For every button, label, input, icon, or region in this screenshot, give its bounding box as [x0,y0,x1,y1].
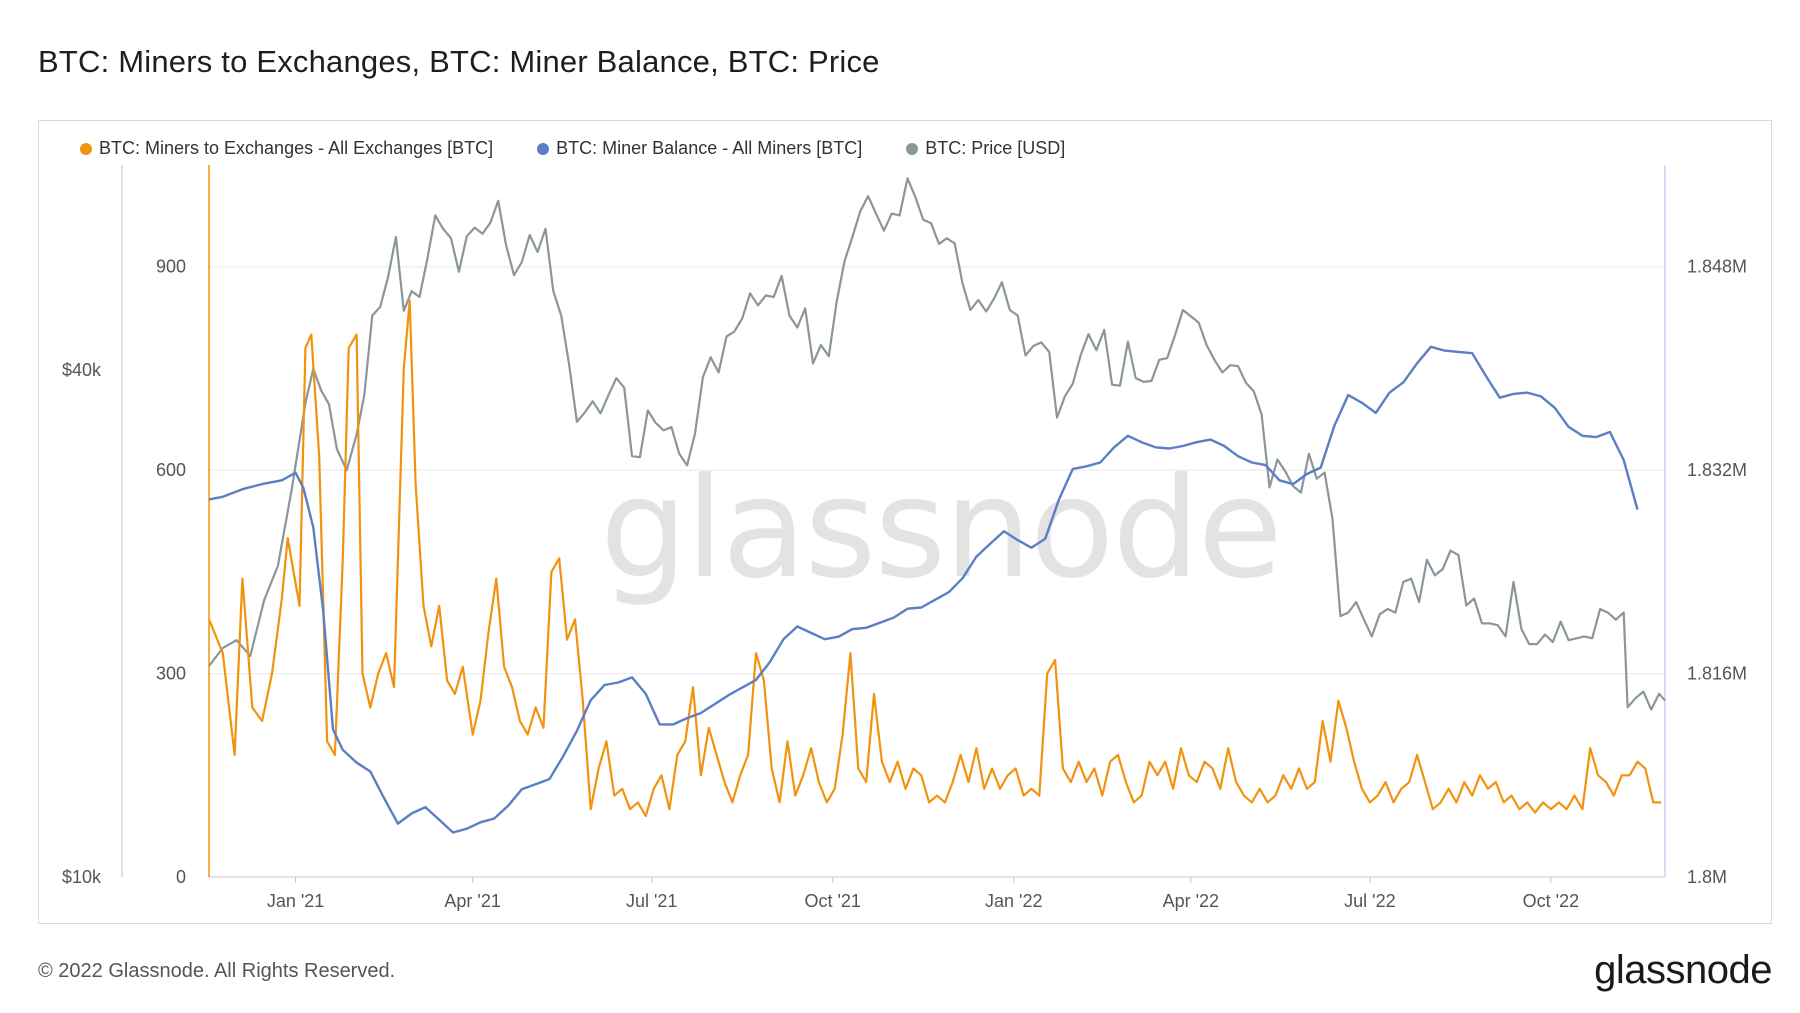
legend-dot-price [906,142,919,155]
glassnode-logo[interactable]: glassnode [1594,948,1772,992]
y-right-tick-label-2: 1.832M [1687,460,1747,480]
y-left-tick-label-1: 300 [156,664,186,684]
legend-item-exchanges[interactable]: BTC: Miners to Exchanges - All Exchanges… [80,138,493,159]
axis-layer [121,165,1666,883]
y-right-tick-label-3: 1.848M [1687,257,1747,277]
legend-label-balance: BTC: Miner Balance - All Miners [BTC] [556,138,863,158]
y-left-tick-label-3: 900 [156,257,186,277]
legend-label-exchanges: BTC: Miners to Exchanges - All Exchanges… [99,138,494,158]
x-tick-label-4: Jan '22 [985,891,1042,911]
legend-item-balance[interactable]: BTC: Miner Balance - All Miners [BTC] [537,138,862,159]
chart-title: BTC: Miners to Exchanges, BTC: Miner Bal… [38,44,880,79]
x-tick-label-1: Apr '21 [444,891,500,911]
y-right-tick-label-0: 1.8M [1687,867,1727,887]
grid-layer [209,266,1665,878]
copyright-text: © 2022 Glassnode. All Rights Reserved. [38,960,396,982]
y-price-tick-label-0: $10k [62,867,102,887]
label-layer: Jan '21 Apr '21 Jul '21 Oct '21 Jan '22 Apr '… [62,257,1747,911]
x-tick-label-2: Jul '21 [626,891,677,911]
legend-label-price: BTC: Price [USD] [925,138,1066,158]
y-left-tick-label-0: 0 [176,867,186,887]
series-line-exchanges [207,299,1662,818]
y-price-tick-label-1: $40k [62,360,102,380]
legend-dot-exchanges [80,142,92,155]
x-tick-label-7: Oct '22 [1523,891,1579,911]
chart-frame [38,120,1772,924]
legend: BTC: Miners to Exchanges - All Exchanges… [80,138,1065,159]
x-tick-label-6: Jul '22 [1344,891,1395,911]
series-line-balance [208,345,1639,834]
series-layer [207,177,1666,834]
legend-item-price[interactable]: BTC: Price [USD] [906,138,1065,159]
x-tick-label-0: Jan '21 [267,891,324,911]
legend-dot-balance [537,142,550,155]
y-right-tick-label-1: 1.816M [1687,664,1747,684]
series-line-price [208,177,1666,711]
x-tick-label-5: Apr '22 [1163,891,1219,911]
x-tick-label-3: Oct '21 [804,891,860,911]
y-left-tick-label-2: 600 [156,460,186,480]
